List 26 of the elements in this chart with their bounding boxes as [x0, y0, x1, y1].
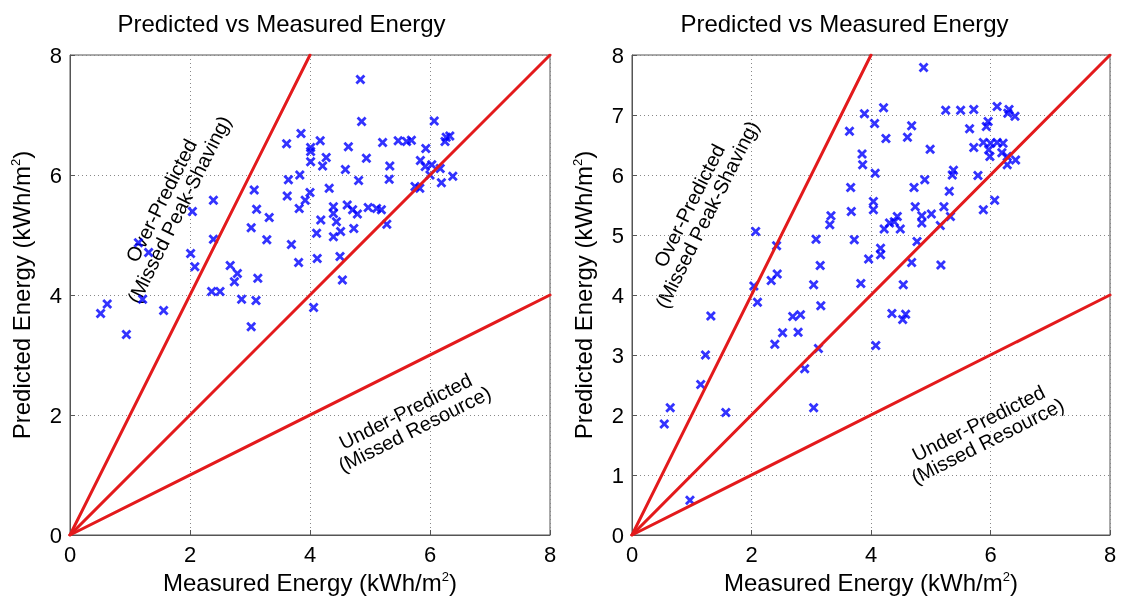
y-tick-label: 6: [611, 162, 624, 188]
x-tick-label: 2: [183, 541, 197, 567]
y-tick-label: 1: [611, 462, 624, 488]
y-tick-label: 8: [611, 42, 624, 68]
x-tick-label: 4: [303, 541, 317, 567]
y-axis-title: Predicted Energy (kWh/m2): [570, 150, 597, 440]
chart-title: Predicted vs Measured Energy: [117, 9, 446, 37]
x-tick-label: 6: [423, 541, 437, 567]
y-tick-label: 7: [611, 102, 624, 128]
chart-title: Predicted vs Measured Energy: [680, 9, 1009, 37]
y-tick-label: 2: [611, 402, 624, 428]
x-tick-label: 4: [864, 541, 878, 567]
y-tick-label: 5: [611, 222, 624, 248]
y-tick-label: 0: [611, 522, 624, 548]
x-tick-label: 6: [984, 541, 997, 567]
y-tick-label: 4: [611, 282, 624, 308]
y-tick-label: 2: [49, 402, 62, 428]
y-tick-label: 8: [49, 42, 62, 68]
y-tick-label: 0: [49, 522, 62, 548]
x-tick-label: 8: [543, 541, 557, 567]
x-tick-label: 8: [1103, 541, 1117, 567]
y-tick-label: 3: [611, 342, 624, 368]
x-tick-label: 2: [745, 541, 758, 567]
y-tick-label: 6: [49, 162, 62, 188]
y-tick-label: 4: [49, 282, 62, 308]
y-axis-title: Predicted Energy (kWh/m2): [8, 150, 35, 440]
